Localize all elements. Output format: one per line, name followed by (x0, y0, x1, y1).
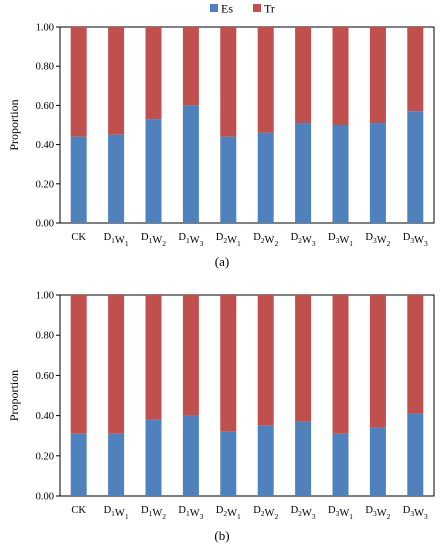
legend-label-tr: Tr (264, 2, 275, 16)
x-tick-label: D1W1 (104, 505, 129, 521)
bar-es (145, 419, 162, 496)
bar-tr (220, 27, 237, 137)
x-tick-label: D1W2 (141, 505, 166, 521)
y-axis-label: Proportion (7, 370, 21, 421)
x-tick-label: D3W1 (328, 232, 353, 248)
y-tick-label: 1.00 (36, 23, 54, 34)
legend-swatch-tr (253, 4, 261, 12)
bar-tr (108, 27, 125, 135)
bar-tr (182, 27, 199, 106)
bar-es (70, 433, 87, 496)
x-tick-label: D2W1 (216, 505, 241, 521)
y-tick-label: 0.80 (36, 62, 54, 73)
bar-es (369, 427, 386, 496)
bar-tr (108, 295, 125, 434)
y-axis-label: Proportion (7, 99, 21, 150)
x-tick-label: D1W1 (104, 232, 129, 248)
bar-tr (70, 27, 87, 137)
bar-es (257, 132, 274, 223)
y-tick-label: 0.00 (36, 492, 54, 503)
plot-frame (59, 294, 435, 497)
y-tick-label: 0.20 (36, 451, 54, 462)
x-tick-label: D1W3 (178, 232, 203, 248)
bar-tr (257, 295, 274, 426)
x-tick-label: D2W2 (253, 232, 278, 248)
y-tick-label: 0.40 (36, 140, 54, 151)
bar-es (182, 105, 199, 223)
x-tick-label: D3W2 (365, 505, 390, 521)
bar-tr (257, 27, 274, 133)
bar-es (108, 433, 125, 496)
x-tick-label: D2W2 (253, 505, 278, 521)
legend-label-es: Es (221, 2, 233, 16)
bar-tr (369, 27, 386, 124)
bar-es (70, 136, 87, 223)
y-tick-label: 0.40 (36, 411, 54, 422)
y-tick-label: 0.60 (36, 101, 54, 112)
x-tick-label: CK (71, 505, 86, 516)
chart-b: 0.00 0.20 0.40 0.60 0.80 1.00 Proportion CK D1W1… (7, 291, 435, 543)
x-tick-label: D3W3 (403, 505, 428, 521)
bar-tr (70, 295, 87, 434)
y-tick-label: 1.00 (36, 291, 54, 302)
y-tick-label: 0.20 (36, 179, 54, 190)
bar-tr (407, 295, 424, 414)
bar-es (295, 123, 312, 223)
bar-tr (369, 295, 386, 428)
legend: Es Tr (210, 2, 275, 16)
bar-es (295, 421, 312, 496)
x-tick-label: D1W2 (141, 232, 166, 248)
bar-es (332, 433, 349, 496)
x-tick-label: D2W3 (291, 232, 316, 248)
bar-tr (332, 27, 349, 125)
chart-caption: (a) (215, 254, 229, 269)
bar-es (332, 125, 349, 223)
x-tick-label: D2W1 (216, 232, 241, 248)
chart-a: 0.00 0.20 0.40 0.60 0.80 1.00 Proportion CK D1W1… (7, 23, 435, 269)
bar-tr (182, 295, 199, 416)
bar-tr (295, 295, 312, 422)
bar-tr (145, 27, 162, 120)
x-tick-label: D2W3 (291, 505, 316, 521)
bar-es (108, 134, 125, 223)
x-tick-label: D3W1 (328, 505, 353, 521)
x-tick-label: D1W3 (178, 505, 203, 521)
bar-es (257, 425, 274, 496)
bar-es (407, 413, 424, 496)
legend-swatch-es (210, 4, 218, 12)
x-tick-label: D3W3 (403, 232, 428, 248)
chart-caption: (b) (214, 528, 229, 543)
bar-es (182, 415, 199, 496)
bar-tr (407, 27, 424, 112)
x-tick-label: D3W2 (365, 232, 390, 248)
bar-tr (295, 27, 312, 124)
y-tick-label: 0.00 (36, 219, 54, 230)
y-tick-label: 0.80 (36, 331, 54, 342)
x-tick-label: CK (71, 232, 86, 243)
bar-tr (145, 295, 162, 420)
bar-tr (220, 295, 237, 432)
plot-frame (59, 26, 435, 224)
bar-es (145, 119, 162, 223)
bar-es (369, 123, 386, 223)
y-tick-label: 0.60 (36, 371, 54, 382)
bar-tr (332, 295, 349, 434)
bar-es (220, 136, 237, 223)
bar-es (220, 431, 237, 496)
bar-es (407, 111, 424, 223)
